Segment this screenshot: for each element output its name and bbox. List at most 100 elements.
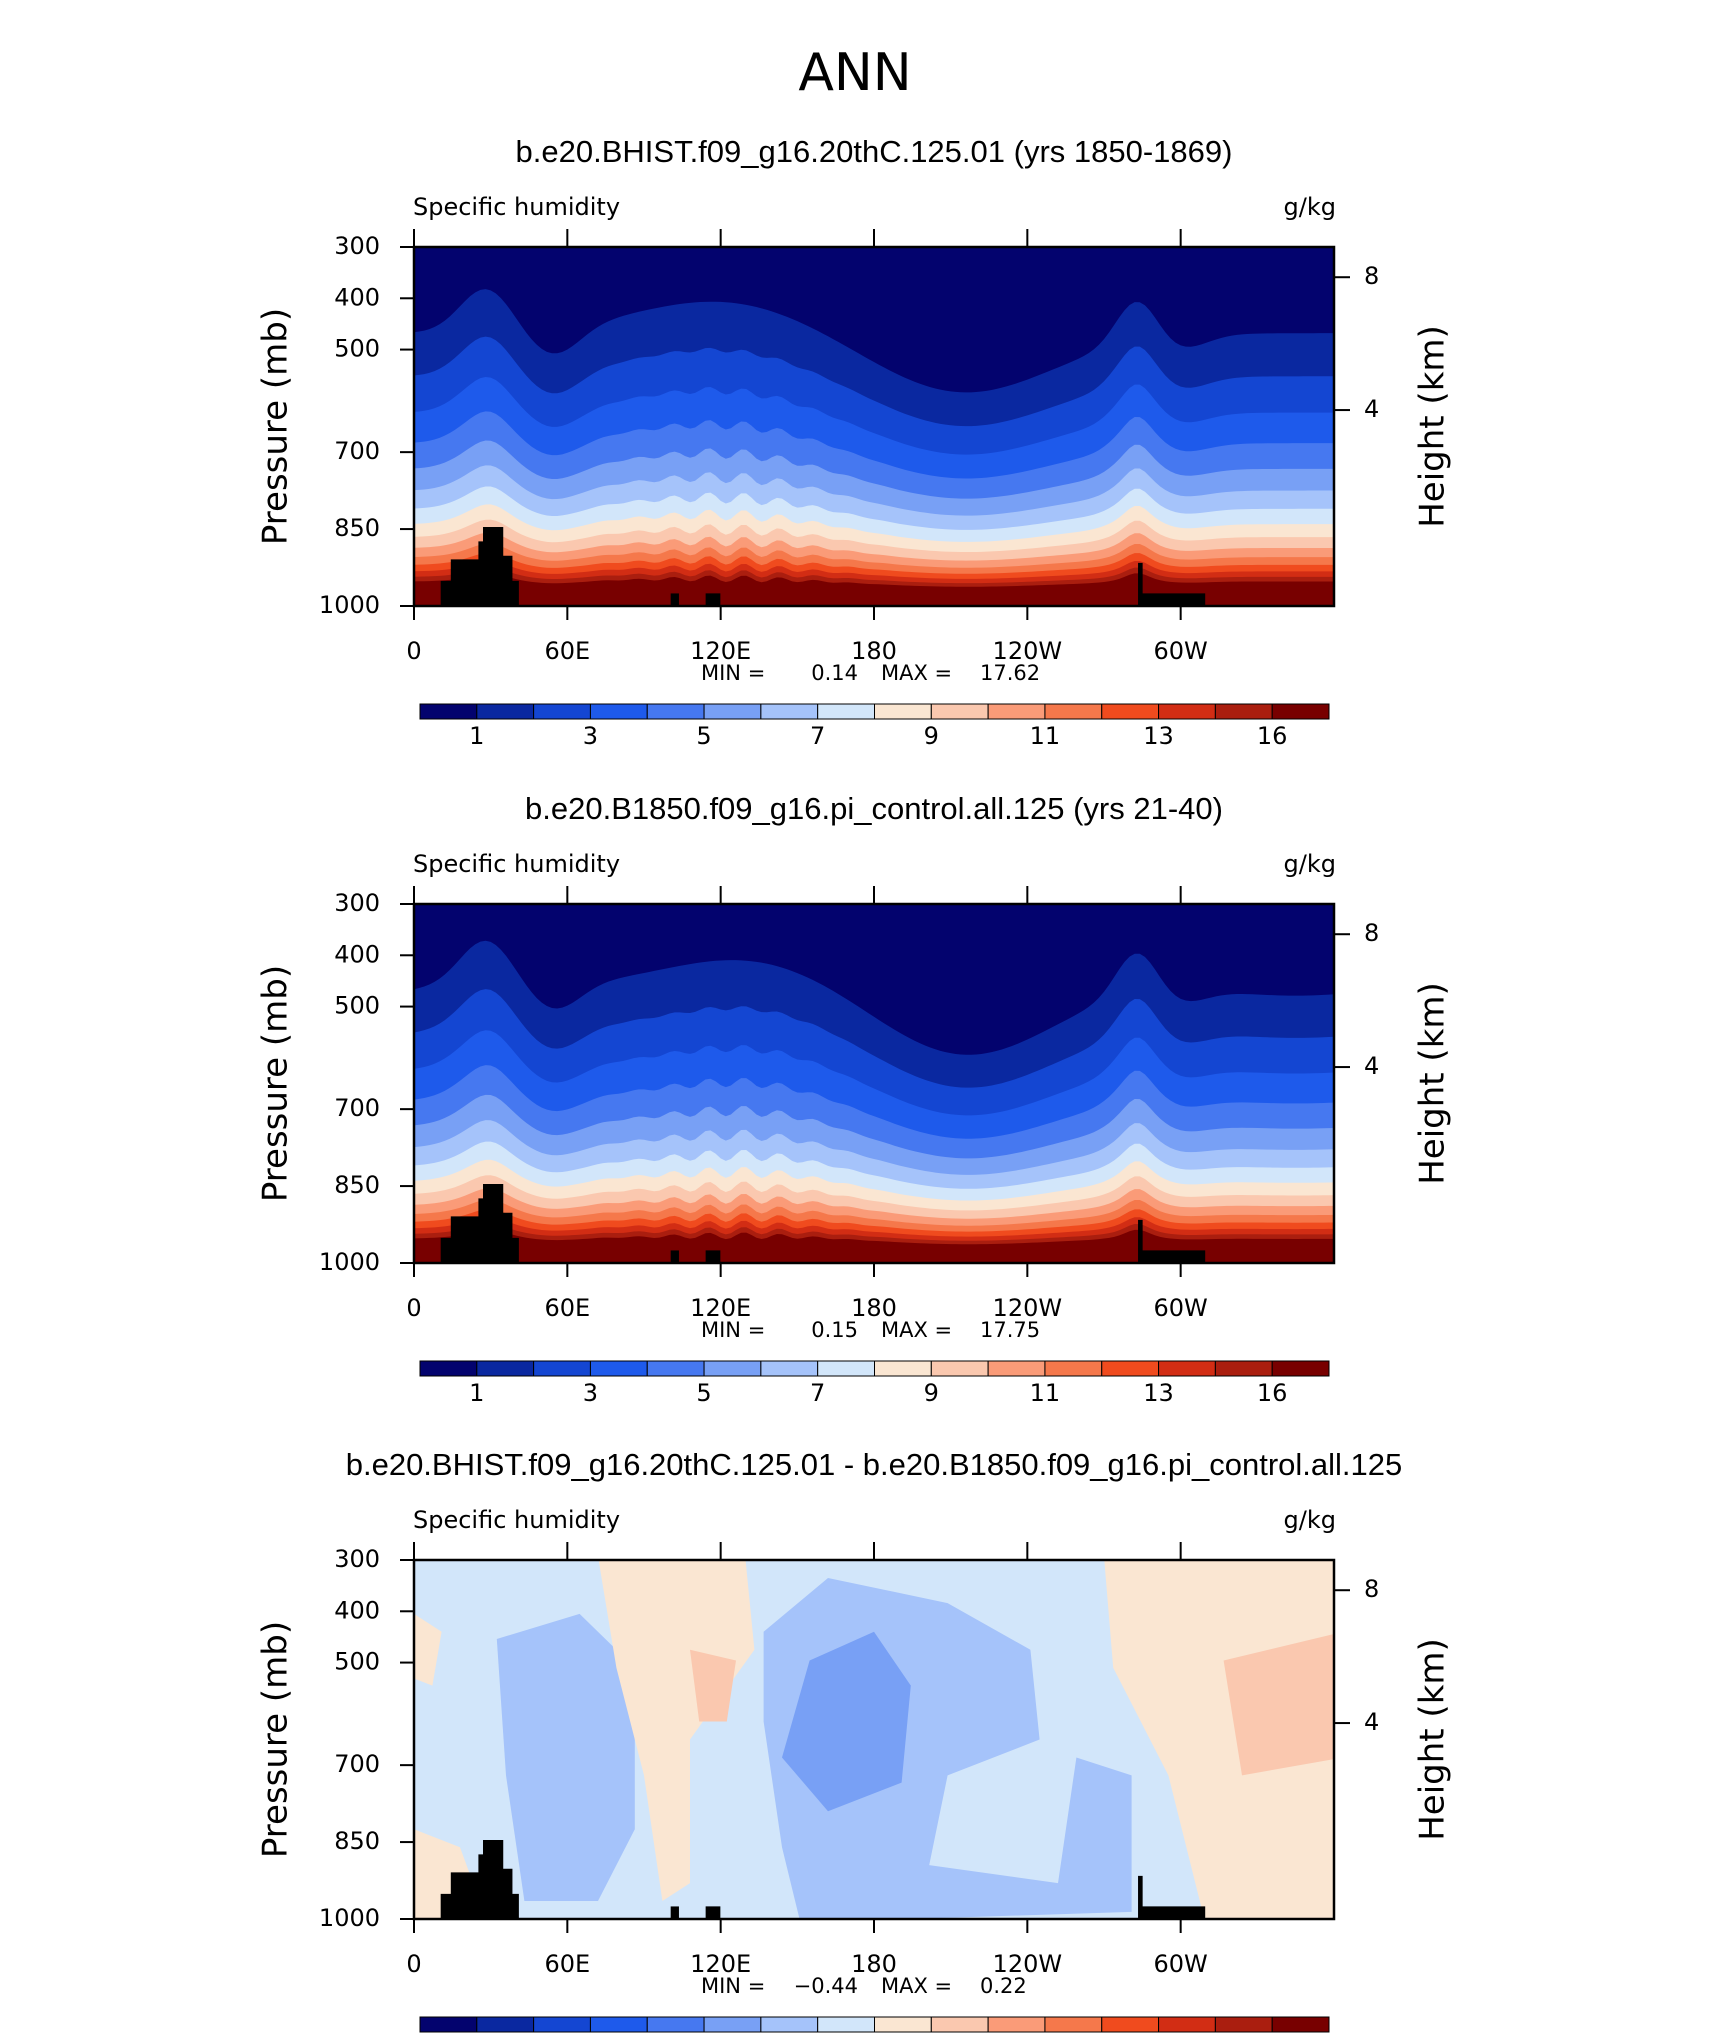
colorbar-box: [533, 703, 591, 720]
colorbar-label: 5: [696, 722, 711, 750]
colorbar-label: 16: [1257, 1379, 1288, 1407]
x-tick-label: 120W: [993, 1950, 1063, 1978]
min-value: 0.15: [811, 1318, 858, 1342]
colorbar-box: [589, 1360, 648, 1377]
panel-title: b.e20.B1850.f09_g16.pi_control.all.125 (…: [525, 791, 1223, 826]
figure-title: ANN: [798, 43, 911, 103]
topography: [1138, 1219, 1206, 1263]
contour-band: [414, 1229, 1334, 1263]
colorbar-label: 1: [469, 722, 484, 750]
colorbar-box: [646, 1360, 705, 1377]
max-value: 17.62: [980, 661, 1040, 685]
min-label: MIN =: [701, 1974, 765, 1998]
colorbar-box: [1101, 703, 1160, 720]
y2-axis-label: Height (km): [1413, 982, 1453, 1185]
topography: [440, 1184, 519, 1263]
colorbar-label: 9: [924, 1379, 939, 1407]
y-tick-label: 400: [334, 940, 380, 968]
colorbar-box: [1044, 2016, 1103, 2033]
contour-band: [414, 1613, 442, 1686]
y-tick-label: 700: [334, 1750, 380, 1778]
left-string: Specific humidity: [413, 193, 620, 221]
x-tick-label: 120E: [690, 1294, 751, 1322]
max-label: MAX =: [881, 1974, 952, 1998]
colorbar-box: [760, 2016, 819, 2033]
x-tick-label: 120W: [993, 637, 1063, 665]
y-axis-label: Pressure (mb): [256, 965, 296, 1202]
y-tick-label: 500: [334, 992, 380, 1020]
topography: [670, 1250, 679, 1263]
max-label: MAX =: [881, 1318, 952, 1342]
x-tick-label: 60E: [544, 1294, 590, 1322]
colorbar-box: [1214, 2016, 1273, 2033]
contour-band: [496, 1613, 635, 1902]
min-label: MIN =: [701, 661, 765, 685]
y2-axis-label: Height (km): [1413, 1638, 1453, 1841]
colorbar-box: [987, 1360, 1046, 1377]
x-tick-label: 60E: [544, 1950, 590, 1978]
colorbar-box: [533, 2016, 591, 2033]
contour-field: [414, 247, 1334, 606]
x-tick-label: 180: [851, 1294, 897, 1322]
colorbar-box: [419, 1360, 478, 1377]
max-value: 0.22: [980, 1974, 1027, 1998]
colorbar-box: [760, 703, 819, 720]
topography: [705, 1906, 721, 1919]
y2-tick-label: 4: [1364, 1052, 1379, 1080]
max-label: MAX =: [881, 661, 952, 685]
x-tick-label: 180: [851, 1950, 897, 1978]
colorbar-label: 9: [924, 722, 939, 750]
colorbar-box: [1101, 2016, 1160, 2033]
y-tick-label: 400: [334, 283, 380, 311]
contour-field: [414, 1560, 1334, 1919]
y2-tick-label: 4: [1364, 1708, 1379, 1736]
y-tick-label: 500: [334, 335, 380, 363]
colorbar-label: 3: [583, 722, 598, 750]
y-tick-label: 1000: [319, 1248, 380, 1276]
contour-band: [782, 1631, 911, 1812]
y2-axis-label: Height (km): [1413, 325, 1453, 528]
contour-field: [414, 904, 1334, 1263]
colorbar-box: [930, 703, 989, 720]
colorbar-box: [419, 703, 478, 720]
min-value: 0.14: [811, 661, 858, 685]
x-tick-label: 0: [406, 1950, 421, 1978]
colorbar-box: [817, 703, 875, 720]
y-tick-label: 400: [334, 1596, 380, 1624]
colorbar-box: [1101, 1360, 1160, 1377]
x-tick-label: 60E: [544, 637, 590, 665]
y-tick-label: 700: [334, 437, 380, 465]
colorbar-label: 11: [1030, 722, 1061, 750]
left-string: Specific humidity: [413, 1506, 620, 1534]
y2-tick-label: 4: [1364, 395, 1379, 423]
topography: [705, 593, 721, 606]
colorbar-box: [1158, 1360, 1216, 1377]
x-tick-label: 120E: [690, 1950, 751, 1978]
topography: [440, 527, 519, 606]
colorbar-label: 0.9: [1083, 2035, 1121, 2038]
right-string: g/kg: [1284, 850, 1336, 878]
colorbar-box: [646, 2016, 705, 2033]
colorbar-label: 3: [583, 1379, 598, 1407]
colorbar-box: [476, 703, 535, 720]
y-tick-label: 700: [334, 1094, 380, 1122]
colorbar-box: [533, 1360, 591, 1377]
colorbar-box: [987, 2016, 1046, 2033]
colorbar-box: [646, 703, 705, 720]
y-tick-label: 1000: [319, 591, 380, 619]
colorbar-box: [760, 1360, 819, 1377]
topography: [440, 1840, 519, 1919]
panel-title: b.e20.BHIST.f09_g16.20thC.125.01 - b.e20…: [346, 1447, 1403, 1482]
colorbar-label: 11: [1030, 1379, 1061, 1407]
y-tick-label: 300: [334, 232, 380, 260]
x-tick-label: 60W: [1154, 1294, 1208, 1322]
colorbar-label: −0.9: [618, 2035, 676, 2038]
min-label: MIN =: [701, 1318, 765, 1342]
colorbar-box: [1214, 1360, 1273, 1377]
colorbar-box: [703, 2016, 762, 2033]
min-value: −0.44: [794, 1974, 858, 1998]
colorbar-label: −1.5: [504, 2035, 562, 2038]
topography: [705, 1250, 721, 1263]
colorbar-box: [1271, 1360, 1330, 1377]
